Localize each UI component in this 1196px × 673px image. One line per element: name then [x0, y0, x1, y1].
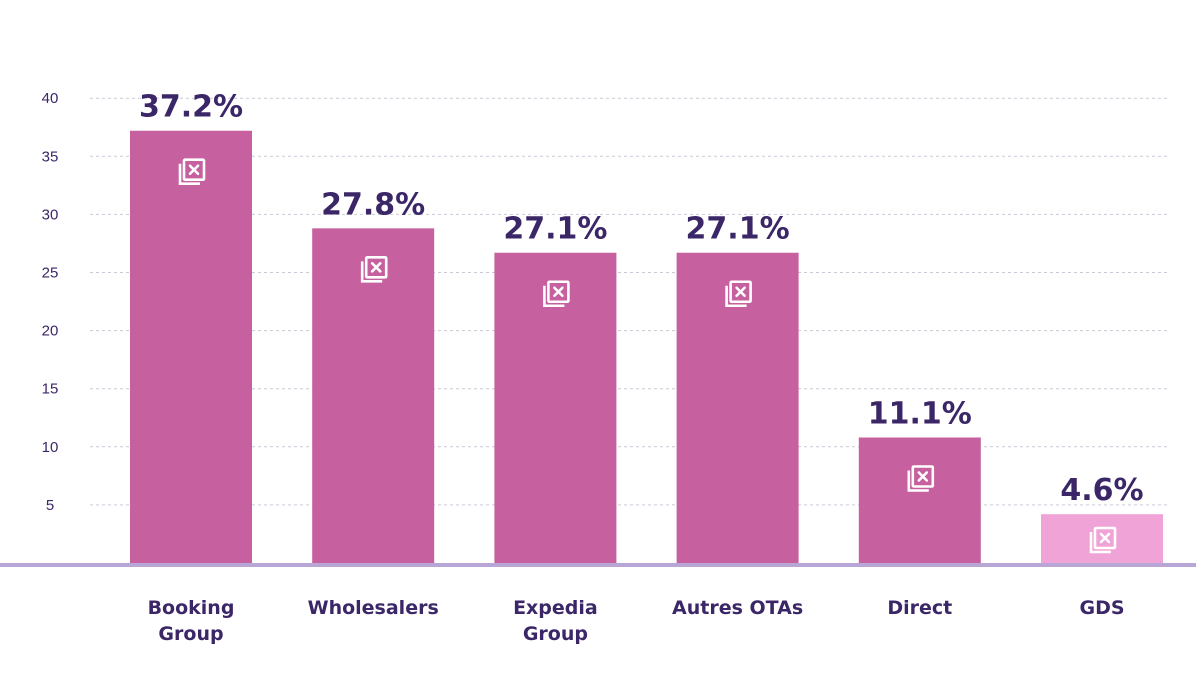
bar-booking-group	[130, 130, 252, 563]
value-label: 27.1%	[503, 212, 607, 247]
bar-direct	[858, 437, 981, 563]
category-label: GDS	[1079, 597, 1124, 619]
category-label: Booking Group	[148, 597, 235, 645]
y-tick-label: 35	[42, 148, 59, 165]
value-label: 27.1%	[686, 212, 790, 247]
y-tick-label: 40	[42, 90, 59, 107]
bar-gds	[1041, 514, 1163, 563]
y-tick-label: 15	[42, 381, 59, 398]
y-tick-label: 30	[42, 206, 59, 223]
y-axis-ticks: 5 10 15 20 25 30 35 40	[42, 90, 59, 514]
bar-expedia-group	[494, 252, 617, 563]
category-label: Expedia Group	[513, 597, 598, 645]
value-label: 27.8%	[321, 187, 425, 222]
bars	[130, 130, 1163, 563]
image-placeholder-icon	[178, 158, 206, 186]
image-placeholder-icon	[725, 280, 752, 308]
category-label: Direct	[887, 597, 952, 619]
value-labels: 37.2% 27.8% 27.1% 27.1% 11.1% 4.6%	[139, 90, 1144, 508]
image-placeholder-icon	[543, 280, 570, 308]
value-label: 37.2%	[139, 90, 243, 125]
category-label: Wholesalers	[308, 597, 439, 619]
image-placeholder-icon	[1089, 526, 1117, 554]
category-label: Autres OTAs	[672, 597, 803, 619]
x-axis-categories: Booking Group Wholesalers Expedia Group Autre…	[148, 597, 1125, 645]
y-tick-label: 5	[46, 497, 54, 514]
value-label: 4.6%	[1060, 473, 1143, 508]
bar-autres-otas	[676, 252, 799, 563]
y-tick-label: 10	[42, 439, 59, 456]
y-tick-label: 20	[42, 323, 59, 340]
image-placeholder-icon	[907, 465, 935, 492]
y-tick-label: 25	[42, 265, 59, 282]
image-placeholder-icon	[360, 256, 388, 283]
bar-wholesalers	[312, 228, 435, 563]
value-label: 11.1%	[868, 397, 972, 432]
